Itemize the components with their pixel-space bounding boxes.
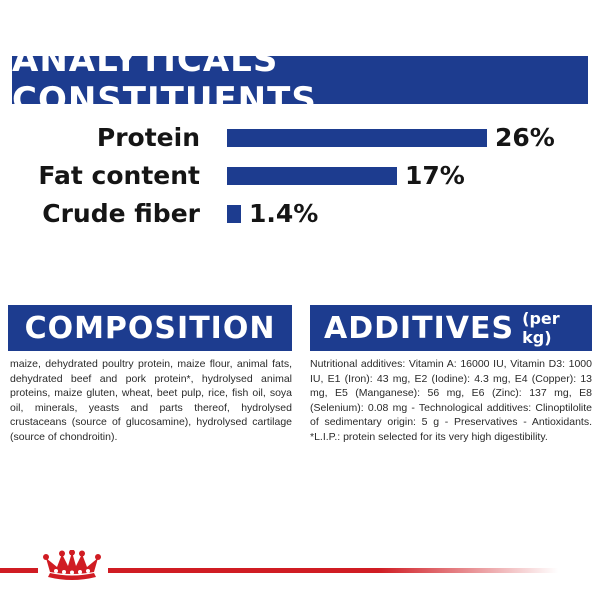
additives-subtitle: (per kg) [522, 309, 560, 347]
fat-content-bar [227, 167, 397, 185]
fat-content-value: 17% [405, 161, 465, 190]
additives-banner: ADDITIVES (per kg) [310, 305, 592, 351]
analytics-title: ANALYTICALS CONSTITUENTS [12, 40, 317, 120]
crude-fiber-label: Crude fiber [42, 199, 200, 228]
footer-red-line [108, 568, 558, 573]
crude-fiber-bar [227, 205, 241, 223]
protein-value: 26% [495, 123, 555, 152]
composition-title: COMPOSITION [24, 310, 276, 346]
composition-banner: COMPOSITION [8, 305, 292, 351]
royal-canin-crown-icon [40, 550, 104, 584]
protein-label: Protein [96, 123, 200, 152]
footer-red-line-left [0, 568, 38, 573]
analytics-banner: ANALYTICALS CONSTITUENTS [12, 40, 588, 120]
protein-bar [227, 129, 487, 147]
additives-text: Nutritional additives: Vitamin A: 16000 … [310, 358, 592, 443]
additives-title: ADDITIVES [324, 310, 515, 346]
composition-text: maize, dehydrated poultry protein, maize… [10, 358, 292, 443]
crude-fiber-value: 1.4% [249, 199, 319, 228]
fat-content-label: Fat content [38, 161, 200, 190]
